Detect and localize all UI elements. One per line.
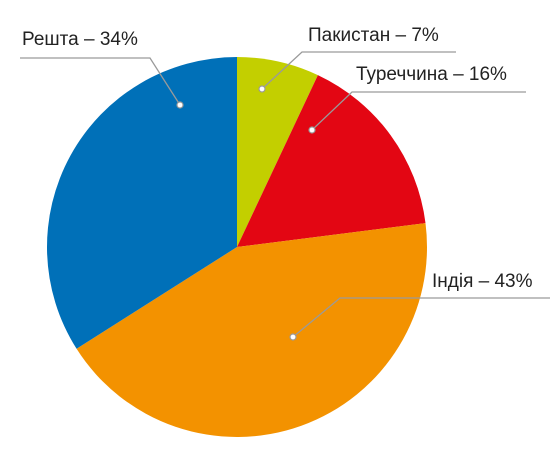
leader-dot: [289, 333, 297, 341]
slice-label: Туреччина – 16%: [356, 64, 507, 85]
leader-dot: [308, 126, 316, 134]
leader-line: [292, 297, 550, 338]
pie-slice: [237, 57, 318, 247]
pie-slice: [46, 57, 238, 349]
pie-slice: [237, 75, 426, 248]
slice-label: Пакистан – 7%: [308, 25, 439, 46]
leader-dot: [176, 101, 184, 109]
leader-dot: [258, 85, 266, 93]
leader-line: [261, 51, 456, 90]
leader-line: [20, 57, 181, 106]
pie-slice: [76, 223, 427, 438]
leader-line: [311, 91, 526, 131]
slice-label: Решта – 34%: [22, 29, 138, 50]
slice-label: Індія – 43%: [432, 271, 533, 292]
